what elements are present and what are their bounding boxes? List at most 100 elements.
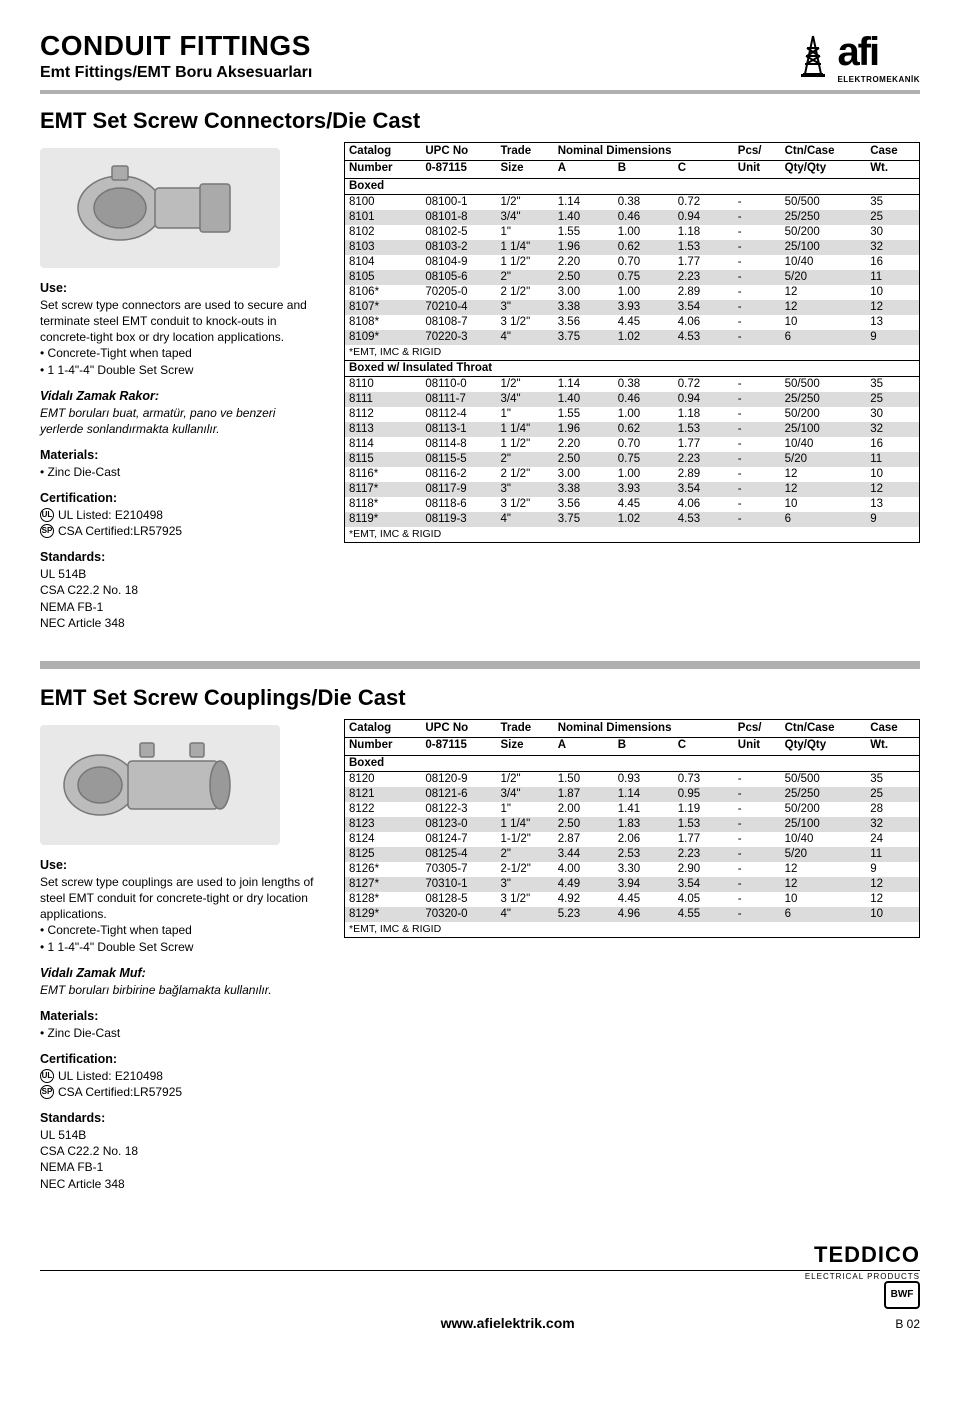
table-row: 8128*08128-53 1/2"4.924.454.05-1012 <box>345 892 920 907</box>
table-cell: 16 <box>866 437 919 452</box>
th-case-2: Case <box>866 720 919 738</box>
table-cell: 2" <box>497 452 554 467</box>
group-label: Boxed <box>345 755 920 771</box>
table-cell: 0.72 <box>674 194 734 210</box>
table-cell: 2.23 <box>674 847 734 862</box>
table-cell: 8112 <box>345 407 422 422</box>
table-cell: 25/250 <box>781 392 867 407</box>
cert-line-1b: ULUL Listed: E210498 <box>40 1068 320 1084</box>
th-size-2: Size <box>497 737 554 755</box>
table-cell: 1.55 <box>554 407 614 422</box>
connector-image <box>40 148 280 268</box>
table-cell: 11 <box>866 452 919 467</box>
table-cell: 12 <box>866 482 919 497</box>
table-cell: 08120-9 <box>421 771 496 787</box>
table-cell: 3/4" <box>497 392 554 407</box>
use-block-2: Use: Set screw type couplings are used t… <box>40 857 320 955</box>
table-cell: 1.50 <box>554 771 614 787</box>
table-cell: 0.75 <box>614 270 674 285</box>
cert-block: Certification: ULUL Listed: E210498 SPCS… <box>40 490 320 539</box>
section2-title: EMT Set Screw Couplings/Die Cast <box>40 685 920 711</box>
table-cell: 4.05 <box>674 892 734 907</box>
table-cell: 3.56 <box>554 497 614 512</box>
table-cell: - <box>734 194 781 210</box>
use-bullet-2: • 1 1-4"-4" Double Set Screw <box>40 362 320 378</box>
table-cell: 1.77 <box>674 255 734 270</box>
th-a: A <box>554 160 614 178</box>
table-cell: 2" <box>497 847 554 862</box>
table-cell: 1 1/2" <box>497 255 554 270</box>
table-cell: - <box>734 376 781 392</box>
table-cell: 6 <box>781 907 867 922</box>
materials-block-2: Materials: • Zinc Die-Cast <box>40 1008 320 1041</box>
standards-block: Standards: UL 514B CSA C22.2 No. 18 NEMA… <box>40 549 320 631</box>
th-case: Case <box>866 143 919 161</box>
table-row: 8126*70305-72-1/2"4.003.302.90-129 <box>345 862 920 877</box>
table-cell: 2.90 <box>674 862 734 877</box>
table-cell: 8124 <box>345 832 422 847</box>
table-cell: - <box>734 315 781 330</box>
header-titles: CONDUIT FITTINGS Emt Fittings/EMT Boru A… <box>40 30 312 82</box>
table-cell: 3.75 <box>554 330 614 345</box>
section1-left: Use: Set screw type connectors are used … <box>40 142 320 641</box>
table-cell: - <box>734 832 781 847</box>
section2-right: Catalog UPC No Trade Nominal Dimensions … <box>344 719 920 1202</box>
page-footer: www.afielektrik.com B 02 <box>40 1315 920 1331</box>
table-body-2: Boxed812008120-91/2"1.500.930.73-50/5003… <box>345 755 920 937</box>
doc-subtitle: Emt Fittings/EMT Boru Aksesuarları <box>40 64 312 82</box>
table-cell: 3.44 <box>554 847 614 862</box>
th-wt: Wt. <box>866 160 919 178</box>
table-cell: 3.30 <box>614 862 674 877</box>
table-cell: 8123 <box>345 817 422 832</box>
table-cell: 4.06 <box>674 315 734 330</box>
table-cell: 8107* <box>345 300 422 315</box>
th-number: Number <box>345 160 422 178</box>
table-cell: 08103-2 <box>421 240 496 255</box>
table-cell: 0.46 <box>614 210 674 225</box>
table-cell: 1.53 <box>674 240 734 255</box>
th-trade-2: Trade <box>497 720 554 738</box>
table-cell: 70210-4 <box>421 300 496 315</box>
table-cell: 3 1/2" <box>497 315 554 330</box>
table-cell: 32 <box>866 422 919 437</box>
table-cell: - <box>734 467 781 482</box>
table-cell: 0.70 <box>614 255 674 270</box>
table-cell: 8120 <box>345 771 422 787</box>
table-cell: 2.50 <box>554 452 614 467</box>
th-catalog: Catalog <box>345 143 422 161</box>
table-cell: 9 <box>866 330 919 345</box>
table-row: 8108*08108-73 1/2"3.564.454.06-1013 <box>345 315 920 330</box>
table-cell: - <box>734 482 781 497</box>
th-qty-2: Qty/Qty <box>781 737 867 755</box>
table-cell: 08108-7 <box>421 315 496 330</box>
table-cell: 3 1/2" <box>497 497 554 512</box>
teddico-wrap: TEDDICO ELECTRICAL PRODUCTS <box>40 1246 920 1281</box>
table-cell: 2.50 <box>554 817 614 832</box>
section1-title: EMT Set Screw Connectors/Die Cast <box>40 108 920 134</box>
brand-text-wrap: afi ELEKTROMEKANİK <box>837 30 920 84</box>
table-cell: 08121-6 <box>421 787 496 802</box>
connectors-table: Catalog UPC No Trade Nominal Dimensions … <box>344 142 920 543</box>
table-cell: - <box>734 877 781 892</box>
table-head-2: Catalog UPC No Trade Nominal Dimensions … <box>345 720 920 756</box>
table-cell: 2.89 <box>674 285 734 300</box>
table-cell: 1.14 <box>554 194 614 210</box>
group-label: Boxed <box>345 178 920 194</box>
footnote-row: *EMT, IMC & RIGID <box>345 922 920 938</box>
th-b: B <box>614 160 674 178</box>
table-cell: 8114 <box>345 437 422 452</box>
cert2-text: CSA Certified:LR57925 <box>58 523 182 539</box>
use-text: Set screw type connectors are used to se… <box>40 297 320 346</box>
coupling-image <box>40 725 280 845</box>
table-cell: - <box>734 771 781 787</box>
table-cell: 1.02 <box>614 512 674 527</box>
table-cell: 1.00 <box>614 285 674 300</box>
table-cell: 4" <box>497 330 554 345</box>
table-cell: 11 <box>866 847 919 862</box>
table-cell: 3.94 <box>614 877 674 892</box>
table-cell: 6 <box>781 330 867 345</box>
table-cell: 08112-4 <box>421 407 496 422</box>
ul-icon-2: UL <box>40 1069 54 1083</box>
table-cell: - <box>734 392 781 407</box>
footnote-row: *EMT, IMC & RIGID <box>345 527 920 543</box>
